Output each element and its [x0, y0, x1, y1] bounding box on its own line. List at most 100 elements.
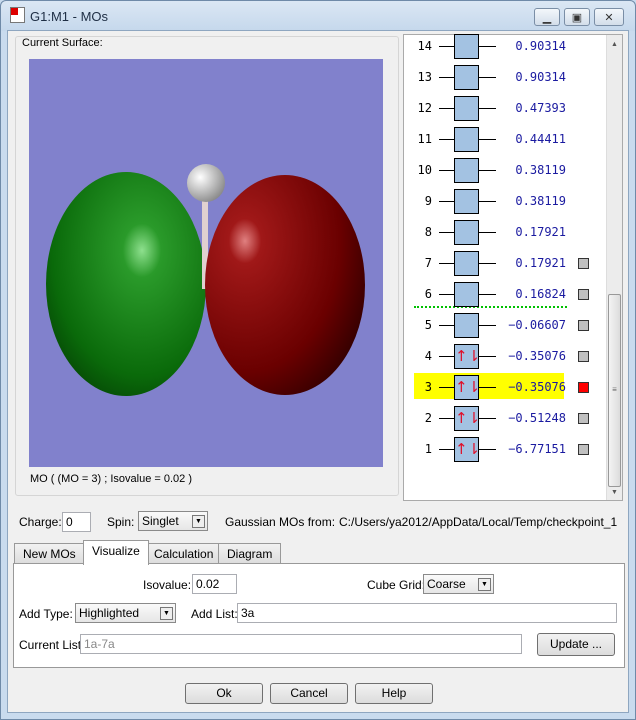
mo-row-4[interactable]: 4 ↑⇂ −0.35076	[404, 344, 604, 370]
mo-row-10[interactable]: 10 0.38119	[404, 158, 604, 184]
mo-row-1[interactable]: 1 ↑⇂ −6.77151	[404, 437, 604, 463]
empty-orbital-icon	[454, 96, 479, 121]
mo-row-9[interactable]: 9 0.38119	[404, 189, 604, 215]
hydrogen-atom	[187, 164, 225, 202]
mo-number: 2	[424, 411, 432, 425]
update-button[interactable]: Update ...	[537, 633, 615, 656]
surface-caption: MO ( (MO = 3) ; Isovalue = 0.02 )	[30, 473, 192, 485]
list-scrollbar[interactable]: ▲ ≡ ▼	[606, 35, 622, 500]
mo-checkbox[interactable]	[578, 289, 589, 300]
mo-energy: 0.17921	[515, 225, 566, 239]
scrollbar-thumb[interactable]: ≡	[608, 294, 621, 487]
electron-pair-icon: ↑⇂	[454, 344, 480, 369]
mo-checkbox[interactable]	[578, 444, 589, 455]
level-line	[479, 356, 496, 357]
maximize-button[interactable]: ▣	[564, 8, 590, 26]
mo-number: 5	[424, 318, 432, 332]
empty-orbital-icon	[454, 158, 479, 183]
isovalue-input[interactable]: 0.02	[192, 574, 237, 594]
mo-row-7[interactable]: 7 0.17921	[404, 251, 604, 277]
spin-select[interactable]: Singlet ▼	[138, 511, 208, 531]
electron-pair-icon: ↑⇂	[454, 375, 480, 400]
minimize-button[interactable]: ▁	[534, 8, 560, 26]
add-list-input[interactable]: 3a	[237, 603, 617, 623]
level-line	[439, 263, 454, 264]
mo-energy: 0.47393	[515, 101, 566, 115]
empty-orbital-icon	[454, 220, 479, 245]
level-line	[439, 449, 454, 450]
cancel-button[interactable]: Cancel	[270, 683, 348, 704]
level-line	[439, 356, 454, 357]
charge-input[interactable]: 0	[62, 512, 91, 532]
empty-orbital-icon	[454, 127, 479, 152]
bond	[202, 194, 208, 289]
help-button[interactable]: Help	[355, 683, 433, 704]
mo-row-12[interactable]: 12 0.47393	[404, 96, 604, 122]
level-line	[479, 418, 496, 419]
level-line	[479, 449, 496, 450]
tab-diagram[interactable]: Diagram	[218, 543, 282, 564]
empty-orbital-icon	[454, 313, 479, 338]
source-label: Gaussian MOs from:	[225, 515, 336, 529]
mo-number: 4	[424, 349, 432, 363]
level-line	[439, 139, 454, 140]
mo-energy: −0.35076	[508, 380, 566, 394]
mo-number: 9	[424, 194, 432, 208]
mo-number: 10	[417, 163, 432, 177]
level-line	[479, 46, 496, 47]
level-line	[479, 139, 496, 140]
empty-orbital-icon	[454, 65, 479, 90]
mo-checkbox[interactable]	[578, 382, 589, 393]
level-line	[439, 294, 454, 295]
tab-new-mos[interactable]: New MOs	[14, 543, 85, 564]
mo-row-6[interactable]: 6 0.16824	[404, 282, 604, 308]
electron-pair-icon: ↑⇂	[454, 437, 480, 462]
mo-row-5[interactable]: 5 −0.06607	[404, 313, 604, 339]
level-line	[479, 387, 496, 388]
tab-calculation[interactable]: Calculation	[145, 543, 223, 564]
mo-energy: −0.51248	[508, 411, 566, 425]
cube-grid-value: Coarse	[427, 577, 466, 591]
mo-number: 14	[417, 39, 432, 53]
chevron-down-icon: ▼	[478, 578, 491, 591]
mo-number: 1	[424, 442, 432, 456]
add-type-value: Highlighted	[79, 606, 140, 620]
mo-row-2[interactable]: 2 ↑⇂ −0.51248	[404, 406, 604, 432]
negative-lobe	[46, 172, 206, 396]
level-line	[479, 201, 496, 202]
close-button[interactable]: ✕	[594, 8, 624, 26]
level-line	[479, 232, 496, 233]
current-list-label: Current List:	[19, 638, 85, 652]
mo-energy: 0.17921	[515, 256, 566, 270]
selected-row-highlight	[414, 373, 564, 399]
level-line	[439, 108, 454, 109]
mo-row-14[interactable]: 14 0.90314	[404, 34, 604, 60]
level-line	[439, 170, 454, 171]
cube-grid-select[interactable]: Coarse ▼	[423, 574, 494, 594]
mo-energy-list[interactable]: 14 0.90314 13 0.90314 12 0.47393 11 0.44411 10 0.…	[403, 34, 623, 501]
empty-orbital-icon	[454, 34, 479, 59]
level-line	[439, 77, 454, 78]
orbital-viewport[interactable]	[29, 59, 383, 467]
mo-row-13[interactable]: 13 0.90314	[404, 65, 604, 91]
mo-energy: 0.90314	[515, 70, 566, 84]
add-type-label: Add Type:	[19, 607, 73, 621]
mo-number: 13	[417, 70, 432, 84]
level-line	[479, 170, 496, 171]
mo-checkbox[interactable]	[578, 351, 589, 362]
tab-visualize[interactable]: Visualize	[83, 540, 149, 565]
current-list-input[interactable]: 1a-7a	[80, 634, 522, 654]
mo-row-3[interactable]: 3 ↑⇂ −0.35076	[404, 375, 604, 401]
mo-row-11[interactable]: 11 0.44411	[404, 127, 604, 153]
mo-row-8[interactable]: 8 0.17921	[404, 220, 604, 246]
mo-checkbox[interactable]	[578, 320, 589, 331]
mo-number: 3	[424, 380, 432, 394]
mo-energy: −0.35076	[508, 349, 566, 363]
ok-button[interactable]: Ok	[185, 683, 263, 704]
mo-checkbox[interactable]	[578, 413, 589, 424]
add-type-select[interactable]: Highlighted ▼	[75, 603, 176, 623]
mo-energy: 0.38119	[515, 194, 566, 208]
mo-checkbox[interactable]	[578, 258, 589, 269]
chevron-down-icon: ▼	[160, 607, 173, 620]
orbital-render	[46, 164, 365, 396]
